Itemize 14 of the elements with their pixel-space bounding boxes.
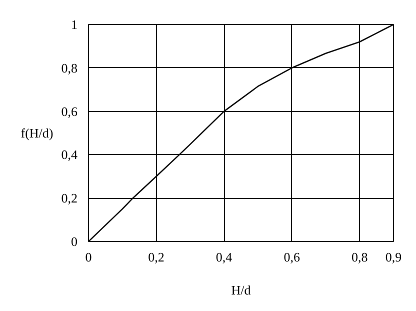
- y-tick-label: 0,4: [61, 147, 78, 162]
- y-tick-label: 0,6: [61, 104, 78, 119]
- y-tick-label: 0,8: [61, 60, 78, 76]
- y-axis-title: f(H/d): [20, 126, 54, 140]
- x-tick-label: 0,8: [351, 250, 368, 264]
- x-tick-label: 0,4: [216, 250, 233, 264]
- y-tick-label: 0,2: [61, 190, 78, 206]
- x-tick-label: 0,9: [385, 250, 402, 264]
- y-tick-label: 1: [71, 17, 78, 32]
- x-tick-label: 0,6: [284, 250, 300, 264]
- x-tick-label: 0: [85, 250, 92, 264]
- x-tick-label: 0,2: [148, 250, 164, 264]
- y-tick-label: 0: [71, 234, 78, 249]
- x-axis-title: H/d: [231, 282, 252, 298]
